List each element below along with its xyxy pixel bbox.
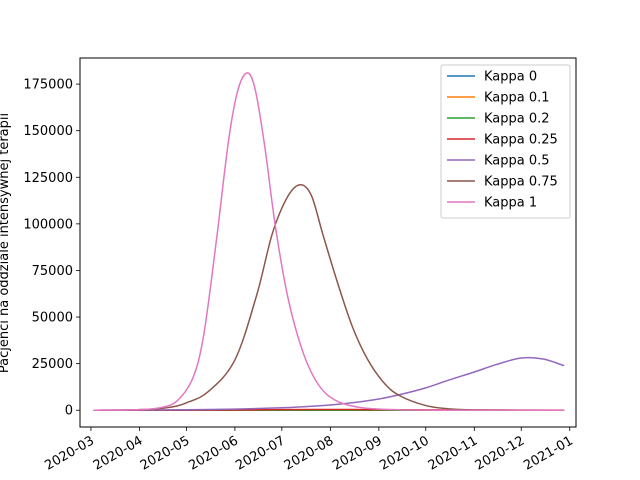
y-axis: 0 25000 50000 75000 100000 125000 150000 175000 <box>23 78 80 419</box>
legend-label: Kappa 0.25 <box>484 133 558 148</box>
y-tick-label: 50000 <box>32 311 73 326</box>
x-tick-label: 2020-11 <box>426 433 481 473</box>
x-tick-label: 2020-12 <box>473 433 528 473</box>
legend: Kappa 0 Kappa 0.1 Kappa 0.2 Kappa 0.25 Kappa… <box>440 64 571 219</box>
y-tick-label: 75000 <box>32 264 73 279</box>
plot-frame <box>79 57 577 428</box>
x-axis: 2020-032020-042020-052020-062020-072020-… <box>42 427 576 474</box>
series-line-6 <box>93 183 565 411</box>
x-tick-label: 2020-07 <box>233 433 288 473</box>
x-tick-label: 2020-10 <box>377 433 432 473</box>
y-tick-label: 175000 <box>23 78 73 93</box>
y-tick-label: 150000 <box>23 124 73 139</box>
y-tick-label: 25000 <box>32 357 73 372</box>
y-axis-label: Pacjenci na oddziale intensywnej terapii <box>0 113 12 373</box>
x-tick-label: 2020-09 <box>330 433 385 473</box>
legend-label: Kappa 0 <box>484 70 537 85</box>
x-tick-label: 2020-05 <box>138 433 193 473</box>
y-tick-label: 0 <box>65 404 73 419</box>
y-tick-label: 100000 <box>23 217 73 232</box>
x-tick-label: 2020-03 <box>42 433 97 473</box>
y-tick-label: 125000 <box>23 171 73 186</box>
series-layer <box>93 72 565 411</box>
legend-label: Kappa 1 <box>484 196 537 211</box>
legend-box <box>440 64 571 219</box>
series-line-7 <box>93 72 565 411</box>
x-tick-label: 2021-01 <box>521 433 576 473</box>
legend-label: Kappa 0.2 <box>484 112 550 127</box>
legend-label: Kappa 0.5 <box>484 154 550 169</box>
legend-label: Kappa 0.1 <box>484 91 550 106</box>
x-tick-label: 2020-08 <box>282 433 337 473</box>
legend-label: Kappa 0.75 <box>484 175 558 190</box>
x-tick-label: 2020-04 <box>91 433 146 473</box>
series-line-5 <box>93 356 565 411</box>
x-tick-label: 2020-06 <box>186 433 241 473</box>
